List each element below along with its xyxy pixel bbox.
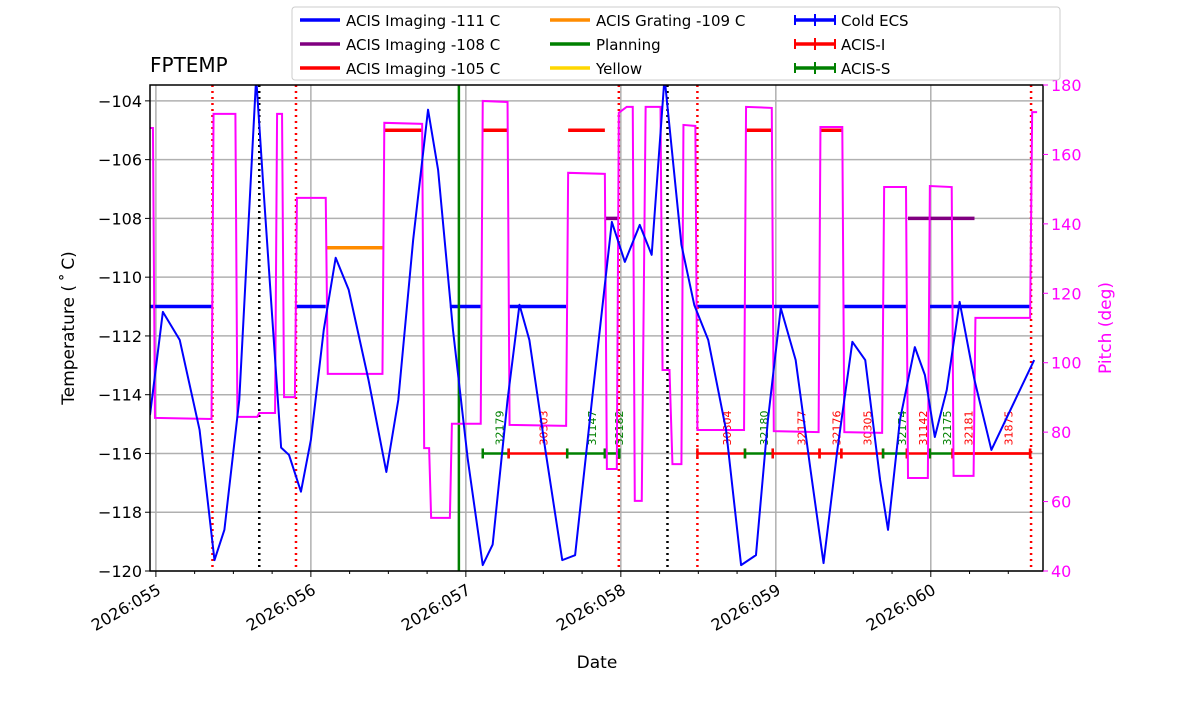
plot-frame — [149, 84, 1044, 572]
legend-label: ACIS Grating -109 C — [596, 12, 745, 30]
legend: ACIS Imaging -111 C ACIS Imaging -108 C AC… — [291, 6, 1061, 81]
temperature-series-line — [150, 85, 1036, 567]
y2-axis-label: Pitch (deg) — [1096, 282, 1116, 374]
legend-label: ACIS Imaging -111 C — [346, 12, 500, 30]
legend-label: Planning — [596, 36, 661, 54]
y2-tick-label: 160 — [1051, 145, 1082, 164]
y2-tick-label: 140 — [1051, 215, 1082, 234]
y2-tick-label: 80 — [1051, 423, 1071, 442]
y-tick-label: −118 — [98, 503, 142, 522]
pitch-series-line — [150, 99, 1038, 519]
legend-label: Yellow — [595, 60, 642, 78]
y-axis-label: Temperature ( ˚ C) — [58, 251, 79, 406]
legend-label: ACIS-S — [841, 60, 890, 78]
x-tick-label: 2026:057 — [398, 580, 474, 635]
y2-tick-label: 100 — [1051, 354, 1082, 373]
y-tick-label: −108 — [98, 209, 142, 228]
obsid-label: 31875 — [1002, 410, 1015, 445]
obsid-label: 32182 — [613, 410, 626, 445]
obsid-label: 32175 — [941, 410, 954, 445]
plot-area: 32179 30303 31147 32182 30304 32180 32177 32176… — [150, 85, 1038, 571]
y-tick-label: −106 — [98, 151, 142, 170]
legend-box — [291, 6, 1061, 81]
obsid-label: 32181 — [963, 410, 976, 445]
x-tick-label: 2026:060 — [863, 580, 939, 635]
chart-title: FPTEMP — [150, 53, 228, 77]
x-tick-label: 2026:059 — [708, 580, 784, 635]
x-tick-label: 2026:055 — [88, 580, 164, 635]
y-tick-label: −110 — [98, 268, 142, 287]
legend-label: ACIS Imaging -105 C — [346, 60, 500, 78]
y-tick-label: −112 — [98, 327, 142, 346]
y-tick-label: −104 — [98, 92, 142, 111]
y2-tick-label: 60 — [1051, 493, 1071, 512]
x-tick-label: 2026:056 — [243, 580, 319, 635]
x-tick-label: 2026:058 — [553, 580, 629, 635]
legend-label: Cold ECS — [841, 12, 909, 30]
y-tick-label: −120 — [98, 562, 142, 581]
y-tick-label: −114 — [98, 386, 142, 405]
y2-tick-label: 40 — [1051, 562, 1071, 581]
legend-label: ACIS Imaging -108 C — [346, 36, 500, 54]
obsid-label: 30305 — [861, 410, 874, 445]
legend-label: ACIS-I — [841, 36, 885, 54]
plot-clip: 32179 30303 31147 32182 30304 32180 32177 32176… — [150, 85, 1038, 571]
obsid-label: 31142 — [917, 410, 930, 445]
y2-tick-label: 180 — [1051, 76, 1082, 95]
x-axis-label: Date — [577, 653, 618, 673]
y-tick-label: −116 — [98, 444, 142, 463]
y2-tick-label: 120 — [1051, 284, 1082, 303]
grid — [150, 85, 1043, 572]
